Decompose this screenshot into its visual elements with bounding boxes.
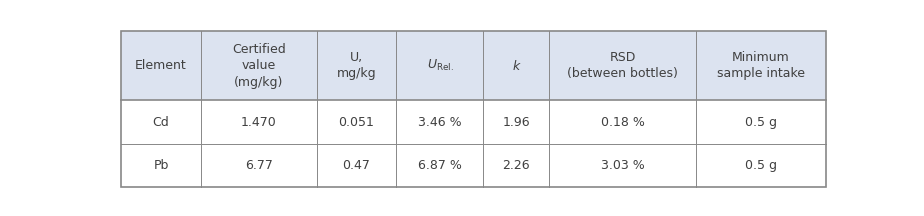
Text: Minimum
sample intake: Minimum sample intake <box>717 51 805 80</box>
Text: RSD
(between bottles): RSD (between bottles) <box>567 51 678 80</box>
Text: U,
mg/kg: U, mg/kg <box>336 51 376 80</box>
Text: Cd: Cd <box>152 116 169 129</box>
Text: 1.470: 1.470 <box>241 116 276 129</box>
Bar <box>121 100 826 144</box>
Text: 0.18 %: 0.18 % <box>601 116 644 129</box>
Text: 0.5 g: 0.5 g <box>745 116 777 129</box>
Text: $k$: $k$ <box>512 59 521 73</box>
Bar <box>121 31 826 100</box>
Text: 1.96: 1.96 <box>503 116 530 129</box>
Text: Element: Element <box>135 59 187 72</box>
Text: 0.051: 0.051 <box>338 116 374 129</box>
Text: 6.87 %: 6.87 % <box>418 159 462 172</box>
Text: 6.77: 6.77 <box>245 159 273 172</box>
Text: 0.5 g: 0.5 g <box>745 159 777 172</box>
Text: 0.47: 0.47 <box>343 159 371 172</box>
Text: Certified
value
(mg/kg): Certified value (mg/kg) <box>232 43 286 89</box>
Text: 3.46 %: 3.46 % <box>418 116 462 129</box>
Text: $U_{\mathrm{Rel.}}$: $U_{\mathrm{Rel.}}$ <box>427 58 454 73</box>
Text: 2.26: 2.26 <box>503 159 530 172</box>
Text: Pb: Pb <box>153 159 169 172</box>
Bar <box>121 144 826 187</box>
Text: 3.03 %: 3.03 % <box>601 159 644 172</box>
